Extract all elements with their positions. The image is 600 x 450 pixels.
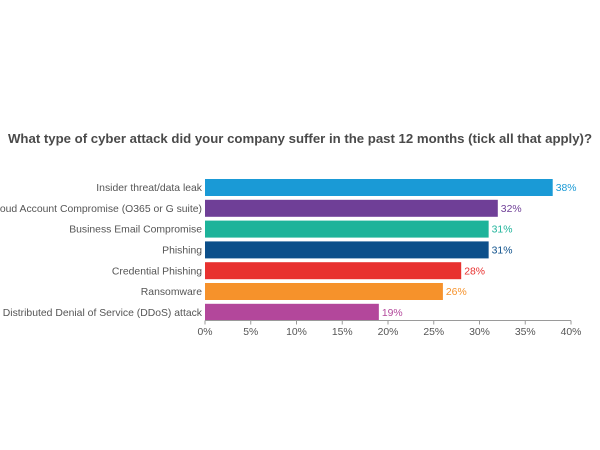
data-label: 31% [492,246,513,257]
data-label: 31% [492,225,513,236]
data-label: 38% [556,183,577,194]
x-tick-label: 10% [286,327,307,338]
bar [205,220,489,238]
data-label: 28% [464,266,485,277]
bar [205,199,498,217]
bar [205,283,443,300]
x-tick-label: 25% [423,327,444,338]
bar [205,179,553,196]
category-label: Ransomware [141,287,202,298]
category-label: Business Email Compromise [69,225,202,236]
x-tick-label: 15% [332,327,353,338]
data-label: 19% [382,308,403,319]
x-tick-label: 40% [561,327,582,338]
chart-title: What type of cyber attack did your compa… [7,131,593,146]
category-label: Distributed Denial of Service (DDoS) att… [3,308,203,319]
x-tick-label: 5% [243,327,258,338]
x-tick-label: 35% [515,327,536,338]
x-tick-label: 0% [197,327,212,338]
bar [205,241,489,259]
category-label: Insider threat/data leak [96,183,203,194]
bar [205,262,462,280]
x-tick-label: 30% [469,327,490,338]
x-tick-label: 20% [378,327,399,338]
bar [205,303,379,321]
category-label: Phishing [162,246,202,257]
data-label: 32% [501,204,522,215]
category-label: Cloud Account Compromise (O365 or G suit… [0,204,202,215]
category-label: Credential Phishing [112,266,202,277]
data-label: 26% [446,287,467,298]
